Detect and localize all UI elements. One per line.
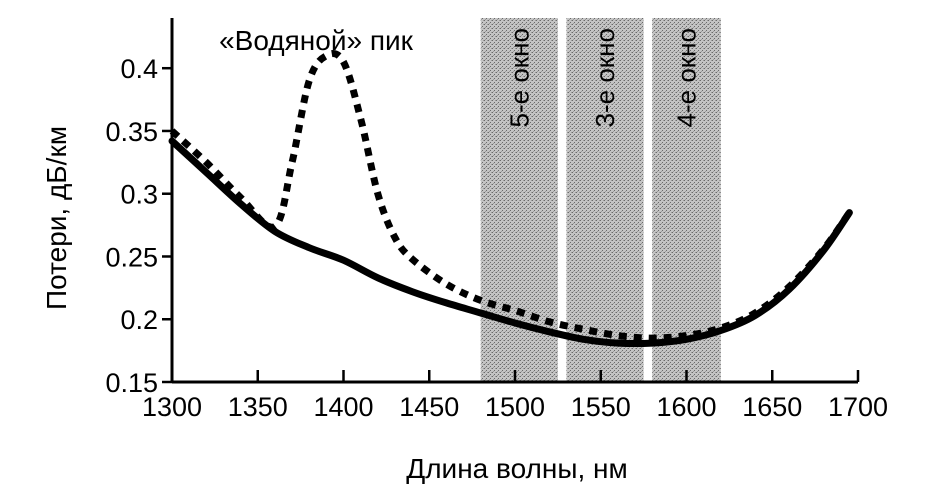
x-tick-label: 1350	[228, 392, 288, 422]
window-band-label: 5-е окно	[504, 28, 534, 127]
water-peak-annotation: «Водяной» пик	[219, 25, 414, 56]
y-tick-label: 0.3	[120, 180, 158, 210]
y-tick-label: 0.15	[105, 368, 158, 398]
axes: 1300 1350 1400 1450 1500 1550 1600 1650 1700 0.15…	[105, 18, 888, 422]
x-tick-label: 1600	[656, 392, 716, 422]
y-tick-label: 0.2	[120, 305, 158, 335]
x-tick-label: 1650	[742, 392, 802, 422]
y-axis-title: Потери, дБ/км	[41, 126, 72, 310]
window-band	[566, 18, 644, 382]
series	[168, 50, 853, 348]
x-axis-title: Длина волны, нм	[406, 453, 627, 484]
spectral-windows: 5-е окно 3-е окно 4-е окно	[480, 18, 721, 382]
x-tick-label: 1550	[571, 392, 631, 422]
labels: Длина волны, нм Потери, дБ/км «Водяной» …	[41, 25, 628, 484]
window-band-label: 3-е окно	[590, 28, 620, 127]
window-band	[652, 18, 721, 382]
x-tick-label: 1300	[142, 392, 202, 422]
x-tick-label: 1450	[399, 392, 459, 422]
x-tick-label: 1700	[828, 392, 888, 422]
y-tick-label: 0.35	[105, 117, 158, 147]
x-tick-label: 1500	[485, 392, 545, 422]
y-tick-label: 0.4	[120, 54, 158, 84]
x-tick-label: 1400	[313, 392, 373, 422]
y-tick-label: 0.25	[105, 242, 158, 272]
window-band-label: 4-е окно	[672, 28, 702, 127]
